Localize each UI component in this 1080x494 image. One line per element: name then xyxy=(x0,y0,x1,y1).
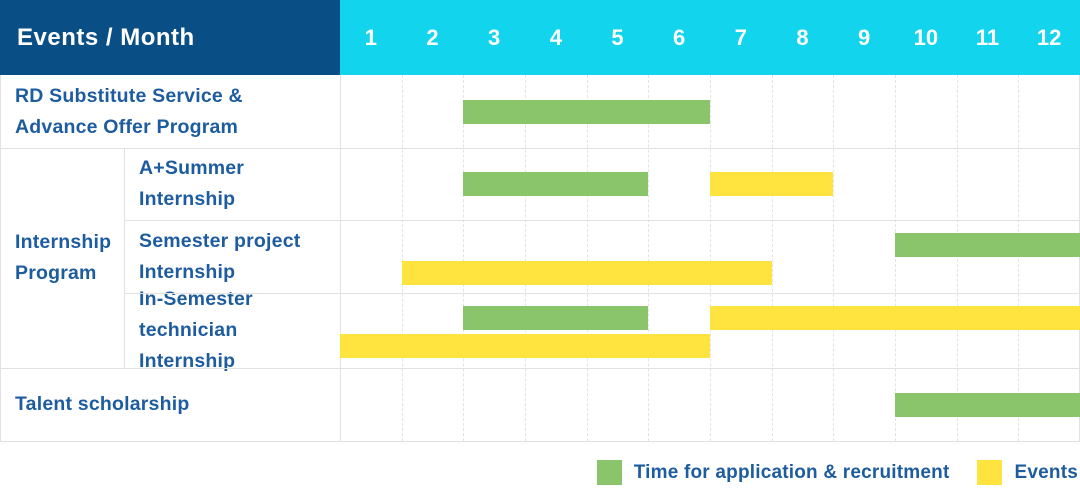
row-divider xyxy=(0,148,1080,149)
event-bar-months-2-7 xyxy=(401,261,772,285)
month-label-6: 6 xyxy=(673,24,686,50)
month-label-5: 5 xyxy=(611,24,624,50)
month-gridline xyxy=(586,75,588,441)
legend-label-events: Events xyxy=(1014,461,1078,483)
month-gridline xyxy=(1018,75,1020,441)
recruitment-bar-months-3-6 xyxy=(463,99,710,124)
recruitment-bar-months-3-5 xyxy=(463,172,649,196)
month-gridline xyxy=(648,75,650,441)
month-label-4: 4 xyxy=(549,24,562,50)
group-sublabel-divider xyxy=(124,148,125,368)
legend-label-recruitment: Time for application & recruitment xyxy=(633,461,950,483)
header-events-month-cell: Events / Month xyxy=(0,0,340,75)
month-label-11: 11 xyxy=(975,24,1000,50)
month-gridline xyxy=(895,75,896,441)
table-border-bottom xyxy=(0,441,1080,442)
recruitment-bar-months-3-5 xyxy=(463,306,649,330)
event-bar-months-7-8 xyxy=(710,172,834,196)
month-gridline xyxy=(833,75,835,441)
label-chart-divider xyxy=(340,75,341,441)
legend: Time for application & recruitment Event… xyxy=(596,460,1078,485)
row-label-in-semester-technician-internship: In-Semester technician Internship xyxy=(139,288,253,372)
row-label-talent-scholarship: Talent scholarship xyxy=(15,393,190,415)
table-border-left xyxy=(0,75,1,441)
month-label-1: 1 xyxy=(364,24,377,50)
row-divider xyxy=(0,368,1080,369)
month-label-12: 12 xyxy=(1036,24,1062,50)
month-header-row: 1 2 3 4 5 6 7 8 9 10 11 12 xyxy=(340,0,1080,75)
events-color-swatch xyxy=(977,460,1003,485)
group-label-internship-program: Internship Program xyxy=(15,231,112,284)
legend-item-events: Events xyxy=(977,460,1078,485)
month-gridline xyxy=(401,75,403,441)
row-label-a-summer-internship: A+Summer Internship xyxy=(139,157,245,210)
month-gridline xyxy=(525,75,526,441)
event-bar-months-7-12 xyxy=(710,306,1080,330)
recruitment-color-swatch xyxy=(596,460,622,485)
month-label-8: 8 xyxy=(796,24,809,50)
month-label-3: 3 xyxy=(488,24,501,50)
month-gridline xyxy=(956,75,958,441)
legend-item-recruitment: Time for application & recruitment xyxy=(596,460,950,485)
month-gridline xyxy=(710,75,711,441)
row-divider xyxy=(124,293,1080,294)
month-label-7: 7 xyxy=(734,24,747,50)
month-label-2: 2 xyxy=(426,24,439,50)
event-bar-months-1-6 xyxy=(340,334,710,358)
month-label-9: 9 xyxy=(858,24,871,50)
row-label-semester-project-internship: Semester project Internship xyxy=(139,229,301,283)
month-gridline xyxy=(771,75,773,441)
recruitment-bar-months-10-12 xyxy=(895,392,1080,417)
recruitment-bar-months-10-12 xyxy=(895,233,1080,257)
month-gridline xyxy=(463,75,465,441)
month-label-10: 10 xyxy=(913,24,939,50)
row-divider xyxy=(124,220,1080,221)
row-label-rd-substitute: RD Substitute Service & Advance Offer Pr… xyxy=(15,84,243,138)
